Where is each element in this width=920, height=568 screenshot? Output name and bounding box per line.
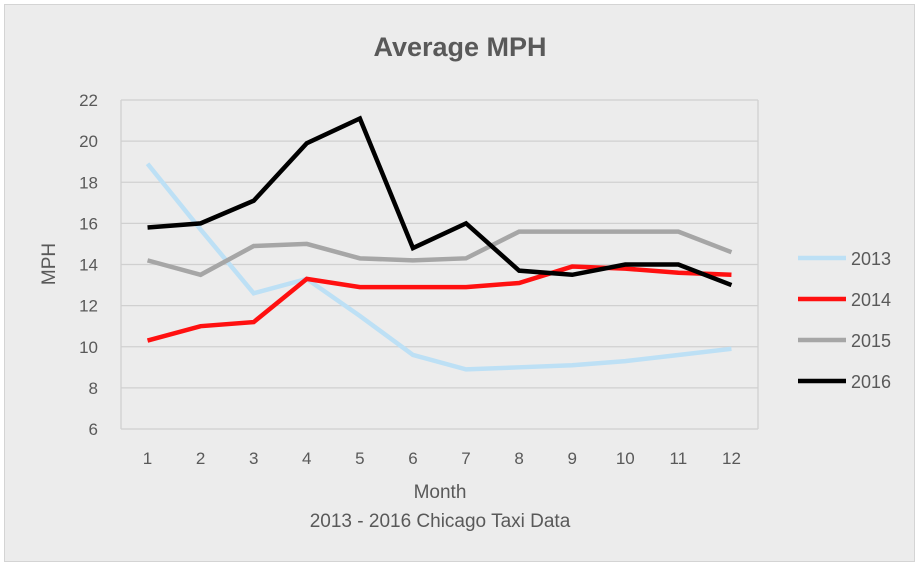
y-axis-title: MPH — [39, 243, 60, 285]
y-tick-label: 10 — [79, 338, 98, 357]
chart-frame — [4, 4, 915, 562]
y-tick-label: 16 — [79, 214, 98, 233]
x-tick-label: 11 — [670, 449, 688, 468]
x-axis-ticks: 1 2 3 4 5 6 7 8 9 10 11 12 — [143, 449, 741, 468]
x-tick-label: 4 — [302, 449, 311, 468]
x-tick-label: 7 — [461, 449, 470, 468]
chart-caption: 2013 - 2016 Chicago Taxi Data — [310, 511, 571, 532]
legend-label: 2015 — [851, 331, 891, 351]
y-tick-label: 12 — [79, 297, 98, 316]
x-axis-title: Month — [414, 482, 467, 503]
x-tick-label: 12 — [722, 449, 741, 468]
y-tick-label: 14 — [79, 256, 98, 275]
x-tick-label: 3 — [249, 449, 258, 468]
x-tick-label: 1 — [143, 449, 152, 468]
x-tick-label: 10 — [616, 449, 635, 468]
y-tick-label: 6 — [89, 420, 98, 439]
series-lines — [145, 115, 733, 372]
y-tick-label: 18 — [79, 173, 98, 192]
series-line-2013 — [145, 162, 732, 372]
series-line-2015 — [146, 229, 733, 278]
series-line-2014 — [146, 264, 732, 343]
y-tick-label: 8 — [89, 379, 98, 398]
x-tick-label: 8 — [514, 449, 523, 468]
legend-label: 2013 — [851, 249, 891, 269]
chart-title: Average MPH — [373, 32, 546, 62]
legend-label: 2014 — [851, 290, 891, 310]
y-axis-ticks: 6 8 10 12 14 16 18 20 22 — [79, 91, 98, 439]
x-tick-label: 9 — [567, 449, 576, 468]
y-tick-label: 22 — [79, 91, 98, 110]
gridlines — [120, 99, 759, 430]
series-line-2016 — [147, 115, 733, 288]
x-tick-label: 2 — [196, 449, 205, 468]
legend-label: 2016 — [851, 372, 891, 392]
legend: 2013 2014 2015 2016 — [798, 249, 891, 392]
x-tick-label: 6 — [408, 449, 417, 468]
y-tick-label: 20 — [79, 132, 98, 151]
x-tick-label: 5 — [355, 449, 364, 468]
